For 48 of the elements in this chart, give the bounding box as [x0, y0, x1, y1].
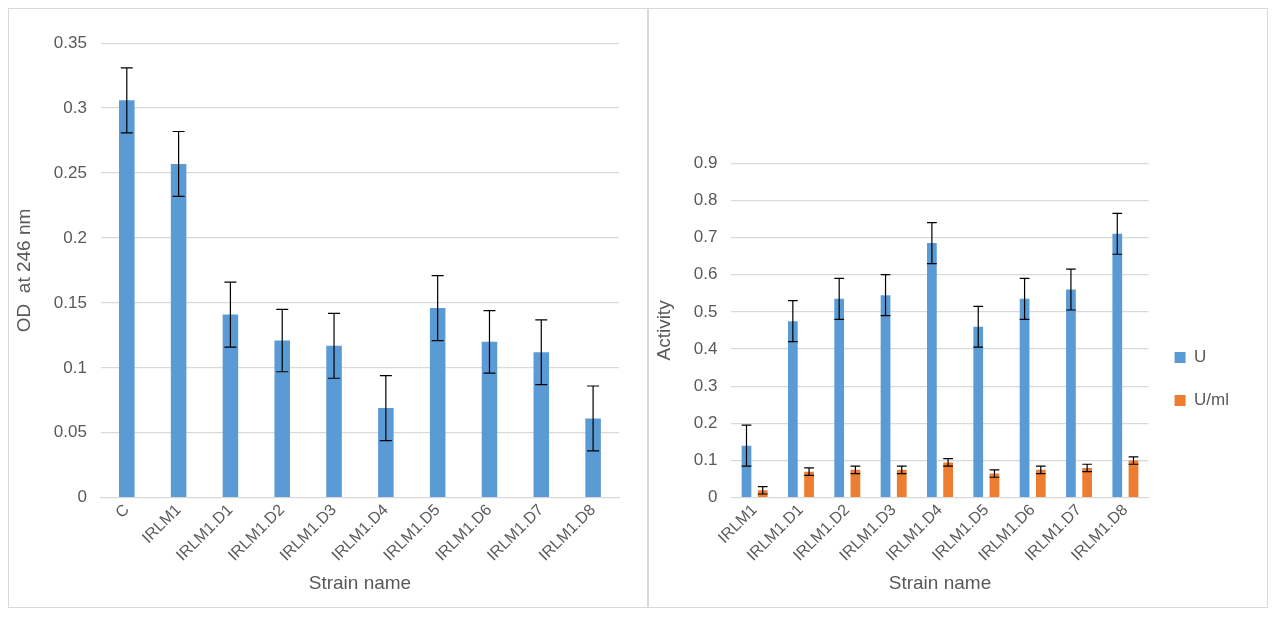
- y-tick-label: 0.4: [693, 338, 718, 358]
- y-tick-label: 0.1: [63, 357, 87, 377]
- y-tick-label: 0.8: [693, 190, 718, 210]
- bar: [880, 295, 891, 498]
- bar: [481, 341, 498, 498]
- y-tick-label: 0.25: [53, 162, 87, 182]
- bar: [170, 163, 187, 498]
- y-tick-label: 0.05: [53, 422, 87, 442]
- bar: [787, 321, 798, 498]
- bar: [1035, 469, 1046, 498]
- x-tick-label: C: [111, 500, 133, 521]
- bar: [533, 352, 550, 498]
- bar: [1082, 467, 1093, 498]
- y-tick-label: 0.9: [693, 152, 718, 172]
- legend-label: U: [1194, 347, 1207, 367]
- y-tick-label: 0.1: [693, 450, 718, 470]
- y-tick-label: 0.6: [693, 264, 718, 284]
- x-axis-title: Strain name: [308, 571, 412, 593]
- bar: [378, 408, 394, 498]
- bar: [326, 345, 342, 498]
- bar: [1066, 289, 1076, 498]
- y-tick-label: 0.15: [53, 292, 87, 312]
- y-tick-label: 0.3: [63, 97, 87, 117]
- bar: [222, 314, 239, 498]
- y-tick-label: 0.3: [693, 375, 718, 395]
- bar: [943, 462, 953, 498]
- bar: [927, 243, 937, 498]
- y-axis-title: Activity: [652, 299, 674, 361]
- bar: [804, 471, 814, 498]
- y-axis-title: OD at 246 nm: [12, 208, 34, 333]
- bar: [896, 469, 907, 498]
- bar: [1019, 298, 1030, 498]
- y-tick-label: 0: [707, 487, 718, 507]
- y-tick-label: 0.2: [693, 413, 718, 433]
- bar: [585, 418, 601, 498]
- y-tick-label: 0: [77, 487, 87, 507]
- bar: [274, 340, 290, 498]
- bar: [429, 308, 446, 498]
- x-axis-title: Strain name: [888, 571, 992, 593]
- legend-label: U/ml: [1194, 390, 1230, 410]
- y-tick-label: 0.5: [693, 301, 718, 321]
- bar: [973, 326, 984, 498]
- bar: [834, 298, 845, 498]
- y-tick-label: 0.7: [693, 227, 718, 247]
- bar: [1112, 233, 1123, 498]
- y-tick-label: 0.2: [63, 227, 87, 247]
- y-tick-label: 0.35: [53, 32, 87, 52]
- bar: [119, 100, 135, 498]
